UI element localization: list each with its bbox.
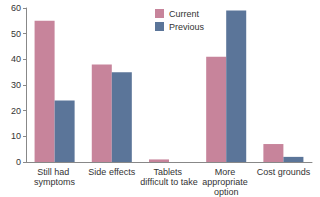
svg-text:difficult to take: difficult to take: [140, 177, 197, 187]
svg-text:symptoms: symptoms: [34, 177, 76, 187]
svg-text:Cost grounds: Cost grounds: [257, 167, 311, 177]
svg-text:Tablets: Tablets: [153, 167, 184, 177]
svg-text:option: option: [214, 187, 239, 197]
svg-text:50: 50: [11, 29, 21, 39]
svg-text:10: 10: [11, 131, 21, 141]
svg-text:More: More: [215, 167, 238, 177]
svg-text:30: 30: [11, 80, 21, 90]
svg-text:0: 0: [16, 157, 21, 167]
svg-text:Still had: Still had: [37, 167, 72, 177]
svg-text:Previous: Previous: [169, 22, 205, 32]
svg-text:appropriate: appropriate: [202, 177, 250, 187]
svg-text:40: 40: [11, 54, 21, 64]
svg-text:60: 60: [11, 3, 21, 13]
svg-text:Current: Current: [169, 9, 200, 19]
svg-text:Side effects: Side effects: [88, 167, 135, 177]
svg-text:20: 20: [11, 106, 21, 116]
